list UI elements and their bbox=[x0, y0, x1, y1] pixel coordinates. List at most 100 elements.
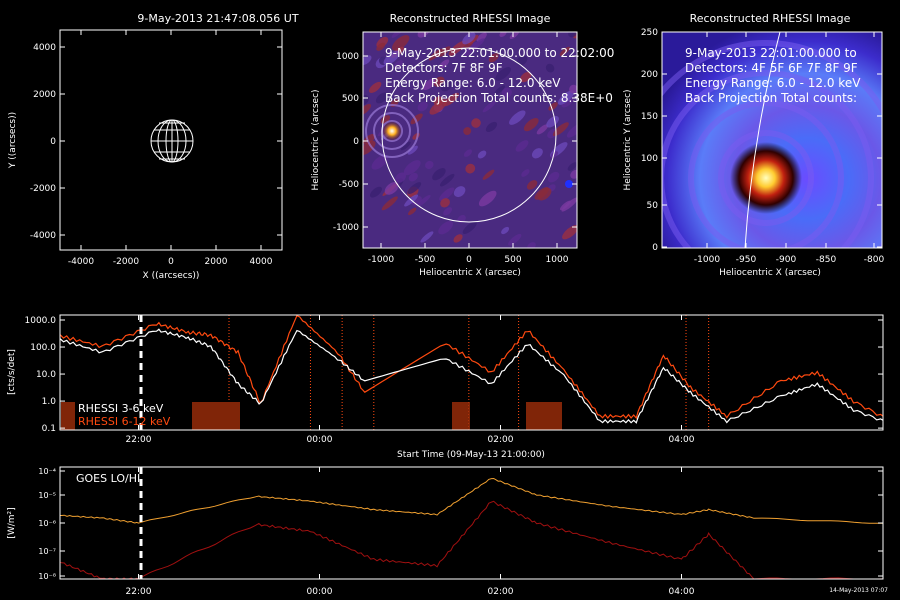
x-tick-label: -1000 bbox=[694, 255, 720, 265]
x-tick-label: 4000 bbox=[250, 257, 273, 267]
series-6-12kev-line bbox=[60, 315, 883, 420]
panel-sun-grid: 9-May-2013 21:47:08.056 UT -4000 -2000 0 20… bbox=[8, 12, 299, 281]
x-tick-label: -850 bbox=[816, 255, 837, 265]
y-tick-label: 1000.0 bbox=[25, 316, 57, 326]
panel1-ylabel: Y ((arcsecs)) bbox=[8, 112, 18, 169]
panel5-ylabel: [W/m²] bbox=[7, 507, 17, 538]
panel3-solar-limb bbox=[744, 32, 781, 248]
y-tick-label: 100 bbox=[641, 154, 658, 164]
y-tick-label: 50 bbox=[647, 201, 659, 211]
y-tick-label: 10⁻⁴ bbox=[38, 467, 56, 476]
y-tick-label: -1000 bbox=[333, 223, 359, 233]
panel2-y-ticks: 1000 500 0 -500 -1000 bbox=[333, 52, 577, 233]
panel3-xlabel: Heliocentric X (arcsec) bbox=[719, 268, 821, 278]
panel2-xlabel: Heliocentric X (arcsec) bbox=[419, 268, 521, 278]
x-tick-label: -800 bbox=[864, 255, 885, 265]
panel1-title: 9-May-2013 21:47:08.056 UT bbox=[137, 12, 298, 25]
y-tick-label: 10⁻⁸ bbox=[38, 572, 56, 581]
panel4-ylabel: [cts/s/det] bbox=[7, 349, 17, 395]
panel1-y-ticks: 4000 2000 0 -2000 -4000 bbox=[30, 43, 282, 241]
y-tick-label: 200 bbox=[641, 70, 658, 80]
panel4-x-ticks: 22:00 00:00 02:00 04:00 bbox=[126, 315, 695, 445]
panel2-line1: 9-May-2013 22:01:00.000 to 22:02:00 bbox=[385, 46, 614, 60]
x-tick-label: 1000 bbox=[546, 255, 569, 265]
x-tick-label: -4000 bbox=[68, 257, 94, 267]
panel-rhessi-lightcurve: 1000.0 100.0 10.0 1.0 0.1 22:00 00:00 02:00 04:… bbox=[7, 314, 884, 460]
panel3-line3: Energy Range: 6.0 - 12.0 keV bbox=[685, 76, 861, 90]
panel2-x-ticks: -1000 -500 0 500 1000 bbox=[368, 32, 569, 265]
panel2-line2: Detectors: 7F 8F 9F bbox=[385, 61, 503, 75]
panel2-image bbox=[363, 32, 577, 248]
legend-3-6kev: RHESSI 3-6 keV bbox=[78, 402, 164, 415]
panel4-xlabel: Start Time (09-May-13 21:00:00) bbox=[397, 450, 545, 460]
panel3-line1: 9-May-2013 22:01:00.000 to bbox=[685, 46, 857, 60]
panel2-ylabel: Heliocentric Y (arcsec) bbox=[311, 89, 321, 190]
goes-hi-line bbox=[60, 500, 883, 579]
goes-label: GOES LO/HI bbox=[76, 472, 140, 485]
panel3-flare-source bbox=[730, 142, 802, 214]
x-tick-label: 04:00 bbox=[669, 587, 695, 597]
panel-rhessi-image-2: Reconstructed RHESSI Image 9-May-2013 22… bbox=[623, 12, 885, 278]
panel1-frame bbox=[59, 29, 283, 251]
x-tick-label: -900 bbox=[776, 255, 797, 265]
panel-goes-lightcurve: 10⁻⁴ 10⁻⁵ 10⁻⁶ 10⁻⁷ 10⁻⁸ 22:00 00:00 02:00 04:0… bbox=[7, 466, 888, 597]
x-tick-label: 02:00 bbox=[488, 435, 514, 445]
x-tick-label: 22:00 bbox=[126, 435, 152, 445]
panel2-title: Reconstructed RHESSI Image bbox=[390, 12, 551, 25]
y-tick-label: 500 bbox=[342, 94, 359, 104]
panel5-x-ticks: 22:00 00:00 02:00 04:00 bbox=[126, 467, 695, 597]
panel3-title: Reconstructed RHESSI Image bbox=[690, 12, 851, 25]
y-tick-label: 0 bbox=[652, 243, 658, 253]
y-tick-label: 10⁻⁵ bbox=[38, 491, 56, 500]
y-tick-label: 2000 bbox=[33, 90, 56, 100]
series-3-6kev-line bbox=[60, 328, 883, 424]
panel5-frame bbox=[59, 466, 884, 580]
x-tick-label: 0 bbox=[466, 255, 472, 265]
goes-lo-line bbox=[60, 477, 883, 524]
y-tick-label: 250 bbox=[641, 28, 658, 38]
y-tick-label: 4000 bbox=[33, 43, 56, 53]
y-tick-label: 0.1 bbox=[42, 424, 56, 434]
attenuator-bars bbox=[61, 402, 562, 430]
x-tick-label: -2000 bbox=[113, 257, 139, 267]
x-tick-label: 22:00 bbox=[126, 587, 152, 597]
y-tick-label: -500 bbox=[339, 180, 360, 190]
y-tick-label: 100.0 bbox=[30, 343, 56, 353]
panel1-x-ticks: -4000 -2000 0 2000 4000 bbox=[68, 30, 273, 267]
y-tick-label: -2000 bbox=[30, 184, 56, 194]
panel4-y-ticks: 1000.0 100.0 10.0 1.0 0.1 bbox=[25, 316, 883, 434]
panel3-x-ticks: -1000 -950 -900 -850 -800 bbox=[694, 32, 885, 265]
y-tick-label: 1000 bbox=[336, 52, 359, 62]
panel3-y-ticks: 250 200 150 100 50 0 bbox=[641, 28, 882, 253]
x-tick-label: 04:00 bbox=[669, 435, 695, 445]
y-tick-label: 150 bbox=[641, 112, 658, 122]
y-tick-label: 1.0 bbox=[42, 397, 57, 407]
x-tick-label: -500 bbox=[415, 255, 436, 265]
y-tick-label: 0 bbox=[353, 137, 359, 147]
panel3-line2: Detectors: 4F 5F 6F 7F 8F 9F bbox=[685, 61, 858, 75]
panel4-frame bbox=[59, 314, 884, 431]
legend-6-12kev: RHESSI 6-12 keV bbox=[78, 415, 171, 428]
x-tick-label: 2000 bbox=[205, 257, 228, 267]
x-tick-label: 0 bbox=[168, 257, 174, 267]
x-tick-label: 02:00 bbox=[488, 587, 514, 597]
panel3-line4: Back Projection Total counts: bbox=[685, 91, 857, 105]
panel-rhessi-image-1: Reconstructed RHESSI Image 9-May-2013 22… bbox=[311, 12, 614, 278]
panel2-line4: Back Projection Total counts: 8.38E+0 bbox=[385, 91, 613, 105]
x-tick-label: 00:00 bbox=[307, 435, 333, 445]
panel3-image bbox=[662, 32, 882, 248]
y-tick-label: -4000 bbox=[30, 231, 56, 241]
y-tick-label: 10⁻⁶ bbox=[38, 519, 56, 528]
panel2-line3: Energy Range: 6.0 - 12.0 keV bbox=[385, 76, 561, 90]
panel2-flare-source bbox=[382, 121, 402, 141]
panel3-ylabel: Heliocentric Y (arcsec) bbox=[623, 89, 633, 190]
plot-timestamp: 14-May-2013 07:07 bbox=[829, 587, 888, 594]
panel3-frame bbox=[661, 31, 883, 249]
y-tick-label: 10.0 bbox=[36, 370, 56, 380]
x-tick-label: -1000 bbox=[368, 255, 394, 265]
y-tick-label: 0 bbox=[50, 137, 56, 147]
x-tick-label: 00:00 bbox=[307, 587, 333, 597]
panel2-solar-limb bbox=[381, 47, 557, 223]
x-tick-label: 500 bbox=[504, 255, 521, 265]
